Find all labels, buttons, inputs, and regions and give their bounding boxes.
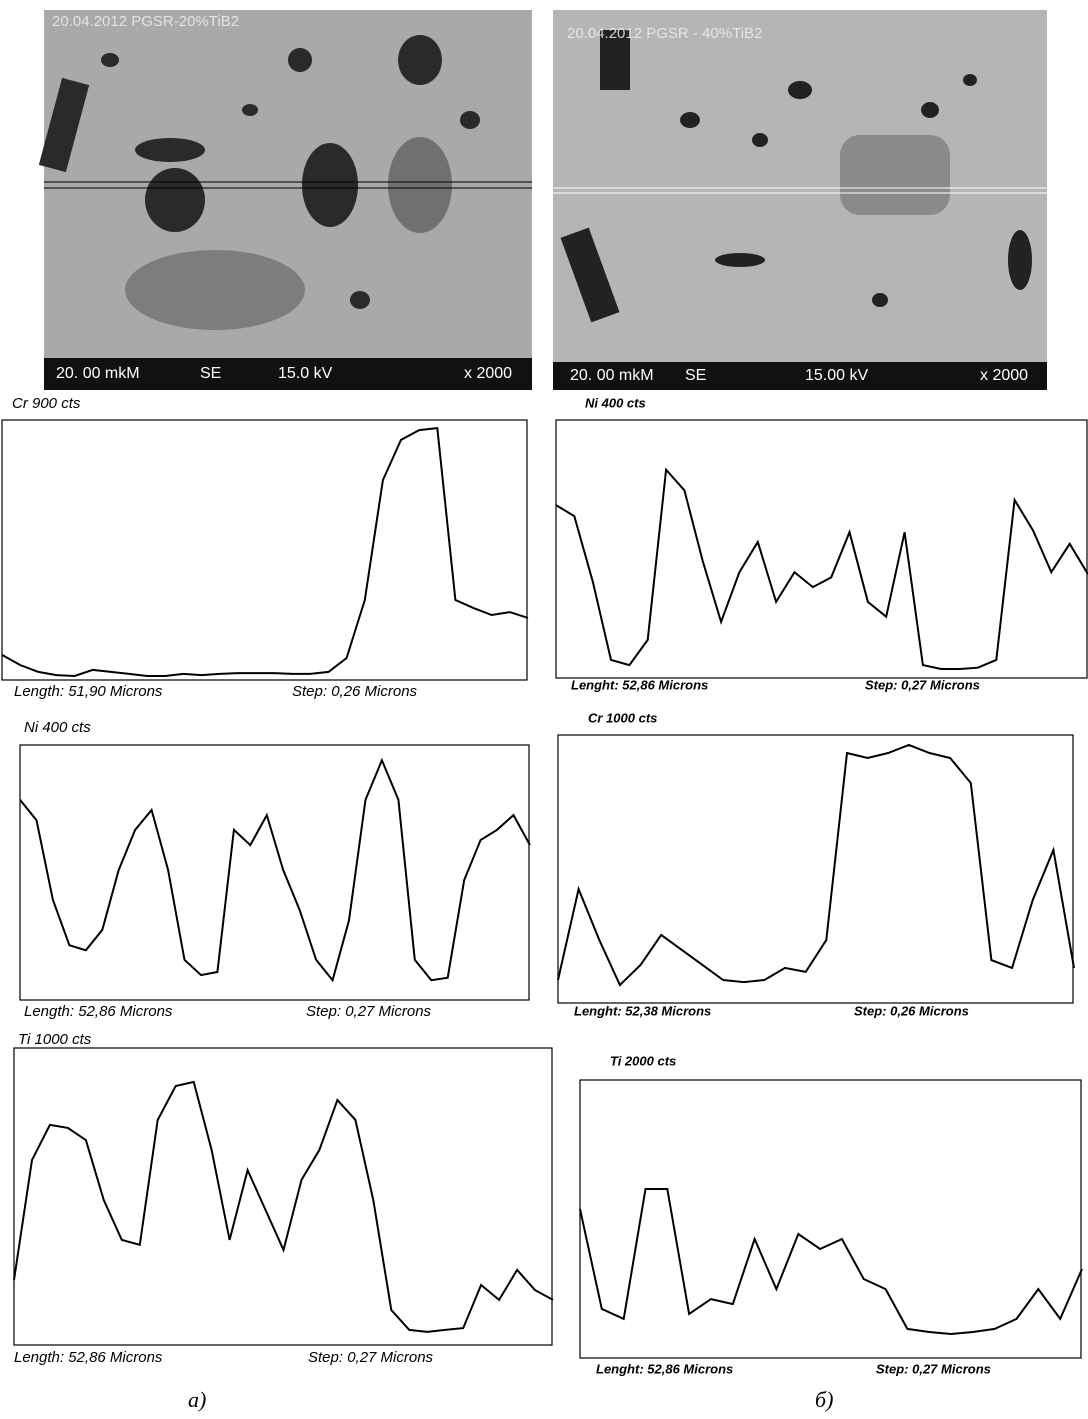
profile-title: Ti 1000 cts (18, 1031, 92, 1048)
panel-caption: а) (188, 1387, 206, 1412)
profile-length: Lenght: 52,86 Microns (571, 677, 708, 692)
profile-length: Lenght: 52,38 Microns (574, 1003, 711, 1018)
profile-length: Length: 52,86 Microns (24, 1003, 173, 1020)
image-scale: 20. 00 mkM (570, 367, 654, 384)
profile-title: Ti 2000 cts (610, 1053, 676, 1068)
image-magnification: x 2000 (464, 365, 512, 382)
profile-frame (2, 420, 527, 680)
sem-grain (388, 137, 452, 233)
image-mode: SE (200, 365, 221, 382)
profile-length: Lenght: 52,86 Microns (596, 1361, 733, 1376)
profile-line (14, 1082, 553, 1332)
profile-frame (14, 1048, 552, 1345)
image-mode: SE (685, 367, 706, 384)
profile-title: Ni 400 cts (585, 395, 646, 410)
profile-step: Step: 0,27 Microns (865, 677, 980, 692)
image-magnification: x 2000 (980, 367, 1028, 384)
profile-frame (580, 1080, 1081, 1358)
sem-grain (125, 250, 305, 330)
profile-line (556, 470, 1088, 669)
image-scale: 20. 00 mkM (56, 365, 140, 382)
panel-caption: б) (815, 1387, 833, 1412)
image-header: 20.04.2012 PGSR-20%TiB2 (52, 13, 239, 30)
profile-frame (20, 745, 529, 1000)
profile-line (580, 1189, 1082, 1334)
profile-frame (556, 420, 1087, 678)
profile-title: Cr 900 cts (12, 395, 81, 412)
profile-title: Ni 400 cts (24, 719, 91, 736)
profile-length: Length: 51,90 Microns (14, 683, 163, 700)
sem-grain (840, 135, 950, 215)
profile-line (558, 745, 1074, 985)
profile-step: Step: 0,26 Microns (854, 1003, 969, 1018)
image-voltage: 15.0 kV (278, 365, 333, 382)
image-header: 20.04.2012 PGSR - 40%TiB2 (567, 25, 762, 42)
profile-step: Step: 0,27 Microns (308, 1349, 434, 1366)
profile-step: Step: 0,26 Microns (292, 683, 418, 700)
profile-line (20, 760, 530, 980)
figure: 20.04.2012 PGSR-20%TiB2 20. 00 mkM SE 15.0 … (0, 0, 1088, 1419)
profile-step: Step: 0,27 Microns (876, 1361, 991, 1376)
profile-step: Step: 0,27 Microns (306, 1003, 432, 1020)
image-voltage: 15.00 kV (805, 367, 868, 384)
profile-line (2, 428, 528, 676)
profile-length: Length: 52,86 Microns (14, 1349, 163, 1366)
profile-title: Cr 1000 cts (588, 710, 657, 725)
